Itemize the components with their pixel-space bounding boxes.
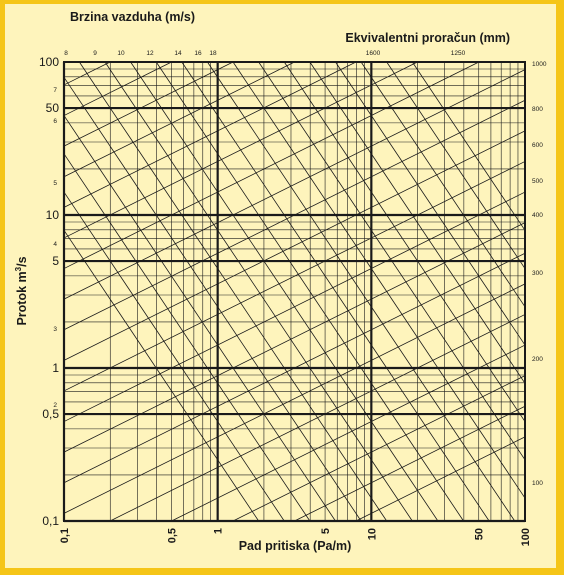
velocity-top-label: 12 [146, 50, 154, 57]
velocity-top-label: 9 [93, 50, 97, 57]
chart-title-left: Brzina vazduha (m/s) [70, 10, 195, 24]
lines-layer [63, 61, 526, 522]
y-tick-label: 0,5 [42, 407, 59, 421]
chart-title-right: Ekvivalentni proračun (mm) [345, 31, 510, 45]
diameter-right-label: 500 [532, 178, 543, 185]
velocity-top-label: 14 [174, 50, 182, 57]
velocity-line [63, 191, 285, 522]
diameter-right-label: 600 [532, 142, 543, 149]
diameter-right-label: 800 [532, 106, 543, 113]
diameter-line [63, 161, 526, 392]
velocity-edge-label: 6 [53, 118, 57, 125]
diameter-right-label: 300 [532, 270, 543, 277]
x-tick-label: 5 [320, 528, 332, 534]
x-tick-label: 100 [520, 528, 532, 546]
diameter-line [63, 130, 526, 361]
velocity-line [130, 61, 439, 522]
diameter-line [171, 344, 526, 522]
y-tick-label: 1 [52, 361, 59, 375]
velocity-line [181, 61, 490, 522]
velocity-line [63, 153, 311, 522]
velocity-line [309, 61, 526, 384]
x-tick-label: 0,1 [59, 528, 71, 543]
diameter-top-label: 1250 [451, 50, 466, 57]
velocity-line [335, 61, 526, 346]
diameter-line [63, 99, 526, 331]
diameter-line [63, 61, 234, 147]
x-tick-label: 50 [474, 528, 486, 540]
y-tick-label: 100 [39, 55, 59, 69]
diameter-line [63, 283, 526, 514]
velocity-line [63, 77, 362, 522]
velocity-line [283, 61, 526, 422]
y-tick-label: 5 [52, 254, 59, 268]
velocity-line [79, 61, 388, 522]
velocity-line [232, 61, 526, 499]
velocity-edge-label: 7 [53, 87, 57, 94]
velocity-line [386, 61, 526, 269]
diameter-right-label: 400 [532, 212, 543, 219]
velocity-line [155, 61, 464, 522]
diameter-line [63, 252, 526, 484]
velocity-edge-label: 2 [53, 402, 57, 409]
x-tick-label: 10 [366, 528, 378, 540]
diameter-right-label: 1000 [532, 61, 547, 68]
diameter-line [63, 61, 357, 208]
y-axis-label: Protok m3/s [14, 256, 29, 325]
diameter-line [63, 69, 526, 300]
diameter-line [355, 436, 526, 522]
velocity-line [63, 230, 259, 522]
y-tick-label: 0,1 [42, 514, 59, 528]
y-tick-label: 10 [46, 208, 60, 222]
diameter-right-label: 200 [532, 356, 543, 363]
plot-area-border [63, 61, 526, 522]
diameter-right-label: 100 [532, 480, 543, 487]
diameter-line [63, 61, 295, 178]
velocity-line [258, 61, 526, 461]
diameter-line [63, 222, 526, 453]
velocity-line [63, 115, 336, 522]
velocity-line [104, 61, 413, 522]
velocity-line [360, 61, 526, 308]
velocity-edge-label: 5 [53, 180, 57, 187]
velocity-line [207, 61, 516, 522]
velocity-line [411, 61, 526, 231]
velocity-top-label: 16 [194, 50, 202, 57]
x-tick-label: 0,5 [166, 528, 178, 543]
x-axis-label: Pad pritiska (Pa/m) [239, 539, 352, 553]
labels-layer: Brzina vazduha (m/s) Ekvivalentni prorač… [14, 10, 547, 553]
x-tick-label: 1 [213, 528, 225, 534]
diameter-line [232, 375, 526, 522]
velocity-edge-label: 3 [53, 326, 57, 333]
velocity-top-label: 8 [64, 50, 68, 57]
diameter-line [63, 61, 172, 116]
diameter-top-label: 1600 [366, 50, 381, 57]
velocity-top-label: 18 [209, 50, 217, 57]
velocity-top-label: 10 [117, 50, 125, 57]
velocity-edge-label: 4 [53, 241, 57, 248]
diameter-line [294, 405, 526, 522]
y-tick-label: 50 [46, 101, 60, 115]
